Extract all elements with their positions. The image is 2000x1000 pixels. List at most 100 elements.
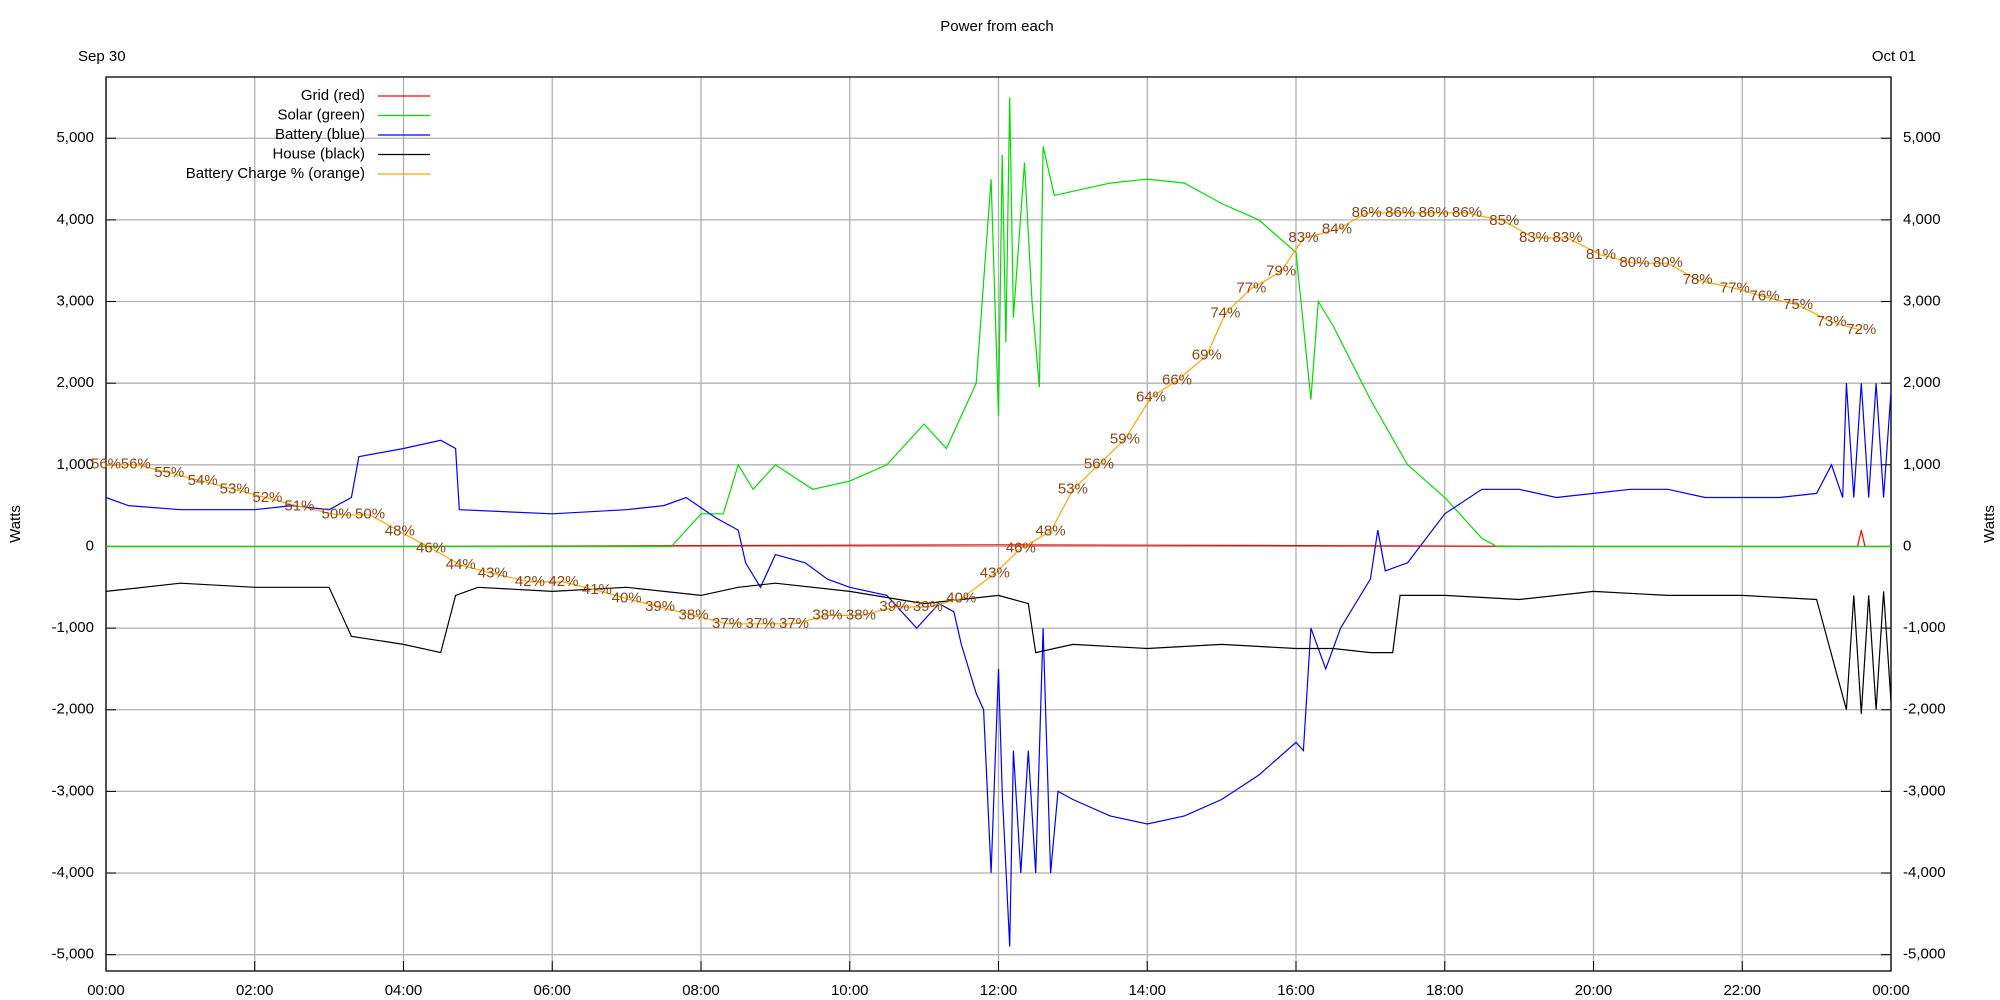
x-tick-label: 22:00 xyxy=(1723,982,1761,999)
y2-tick-label: -2,000 xyxy=(1903,701,1946,718)
data-label: 74% xyxy=(1210,304,1240,321)
x-tick-label: 14:00 xyxy=(1128,982,1166,999)
data-label: 42% xyxy=(548,573,578,590)
data-label: 77% xyxy=(1236,279,1266,296)
data-label: 46% xyxy=(1006,539,1036,556)
data-label: 55% xyxy=(154,464,184,481)
data-label: 69% xyxy=(1192,346,1222,363)
data-label: 51% xyxy=(284,497,314,514)
y-tick-label: 0 xyxy=(86,537,94,554)
x-tick-label: 20:00 xyxy=(1575,982,1613,999)
data-label: 38% xyxy=(812,606,842,623)
data-label: 37% xyxy=(745,615,775,632)
data-label: 52% xyxy=(252,489,282,506)
data-label: 73% xyxy=(1816,313,1846,330)
data-label: 85% xyxy=(1489,212,1519,229)
y-tick-label: -2,000 xyxy=(51,701,94,718)
data-label: 64% xyxy=(1136,388,1166,405)
data-label: 79% xyxy=(1266,263,1296,280)
data-label: 59% xyxy=(1110,430,1140,447)
data-label: 75% xyxy=(1783,296,1813,313)
data-label: 39% xyxy=(879,598,909,615)
legend-label: House (black) xyxy=(272,145,365,162)
data-label: 80% xyxy=(1619,254,1649,271)
data-label: 39% xyxy=(645,598,675,615)
data-label: 43% xyxy=(980,564,1010,581)
data-label: 40% xyxy=(612,590,642,607)
data-label: 83% xyxy=(1552,229,1582,246)
data-label: 42% xyxy=(515,573,545,590)
x-tick-label: 12:00 xyxy=(980,982,1018,999)
y2-axis-label: Watts xyxy=(1981,505,1998,543)
x-tick-label: 10:00 xyxy=(831,982,869,999)
y-tick-label: 2,000 xyxy=(56,374,94,391)
data-label: 37% xyxy=(779,615,809,632)
data-label: 48% xyxy=(1036,523,1066,540)
data-label: 84% xyxy=(1322,221,1352,238)
y2-tick-label: 1,000 xyxy=(1903,456,1941,473)
data-label: 37% xyxy=(712,615,742,632)
y-tick-label: -4,000 xyxy=(51,864,94,881)
y2-tick-label: -1,000 xyxy=(1903,619,1946,636)
data-label: 56% xyxy=(1084,455,1114,472)
series-line xyxy=(105,582,1892,714)
x-tick-label: 02:00 xyxy=(236,982,274,999)
legend-label: Battery Charge % (orange) xyxy=(186,165,365,182)
data-label: 54% xyxy=(188,472,218,489)
date-left: Sep 30 xyxy=(78,48,126,65)
x-tick-label: 06:00 xyxy=(533,982,571,999)
x-tick-label: 18:00 xyxy=(1426,982,1464,999)
data-label: 41% xyxy=(582,581,612,598)
data-label: 53% xyxy=(220,481,250,498)
data-label: 40% xyxy=(946,590,976,607)
y2-tick-label: 0 xyxy=(1903,537,1911,554)
data-label: 83% xyxy=(1519,229,1549,246)
x-tick-label: 00:00 xyxy=(87,982,125,999)
x-tick-label: 00:00 xyxy=(1872,982,1910,999)
data-label: 76% xyxy=(1750,288,1780,305)
y2-tick-label: -3,000 xyxy=(1903,782,1946,799)
data-label: 50% xyxy=(355,506,385,523)
x-tick-label: 08:00 xyxy=(682,982,720,999)
y2-tick-label: 5,000 xyxy=(1903,129,1941,146)
data-label: 86% xyxy=(1385,204,1415,221)
plot-frame xyxy=(105,76,1892,972)
data-label: 48% xyxy=(385,523,415,540)
y-tick-label: -1,000 xyxy=(51,619,94,636)
x-tick-label: 16:00 xyxy=(1277,982,1315,999)
y-axis-label: Watts xyxy=(7,505,24,543)
series-line xyxy=(106,212,1862,625)
data-label: 44% xyxy=(446,556,476,573)
y-tick-label: -5,000 xyxy=(51,946,94,963)
data-label: 81% xyxy=(1586,246,1616,263)
data-label: 38% xyxy=(679,606,709,623)
data-label: 80% xyxy=(1653,254,1683,271)
y-tick-label: -3,000 xyxy=(51,782,94,799)
y2-tick-label: 2,000 xyxy=(1903,374,1941,391)
y-tick-label: 1,000 xyxy=(56,456,94,473)
data-label: 53% xyxy=(1058,481,1088,498)
y2-tick-label: 4,000 xyxy=(1903,211,1941,228)
data-label: 86% xyxy=(1352,204,1382,221)
data-label: 72% xyxy=(1846,321,1876,338)
data-label: 78% xyxy=(1683,271,1713,288)
y-tick-label: 4,000 xyxy=(56,211,94,228)
date-right: Oct 01 xyxy=(1872,48,1916,65)
data-label: 83% xyxy=(1288,229,1318,246)
data-label: 50% xyxy=(322,506,352,523)
data-label: 66% xyxy=(1162,372,1192,389)
data-label: 86% xyxy=(1452,204,1482,221)
y2-tick-label: 3,000 xyxy=(1903,292,1941,309)
legend-label: Battery (blue) xyxy=(275,126,365,143)
y2-tick-label: -5,000 xyxy=(1903,946,1946,963)
data-label: 56% xyxy=(91,455,121,472)
y2-tick-label: -4,000 xyxy=(1903,864,1946,881)
y-tick-label: 5,000 xyxy=(56,129,94,146)
data-label: 38% xyxy=(846,606,876,623)
y-tick-label: 3,000 xyxy=(56,292,94,309)
legend-label: Grid (red) xyxy=(301,87,365,104)
chart-title: Power from each xyxy=(940,18,1053,35)
series-line xyxy=(106,97,1891,548)
